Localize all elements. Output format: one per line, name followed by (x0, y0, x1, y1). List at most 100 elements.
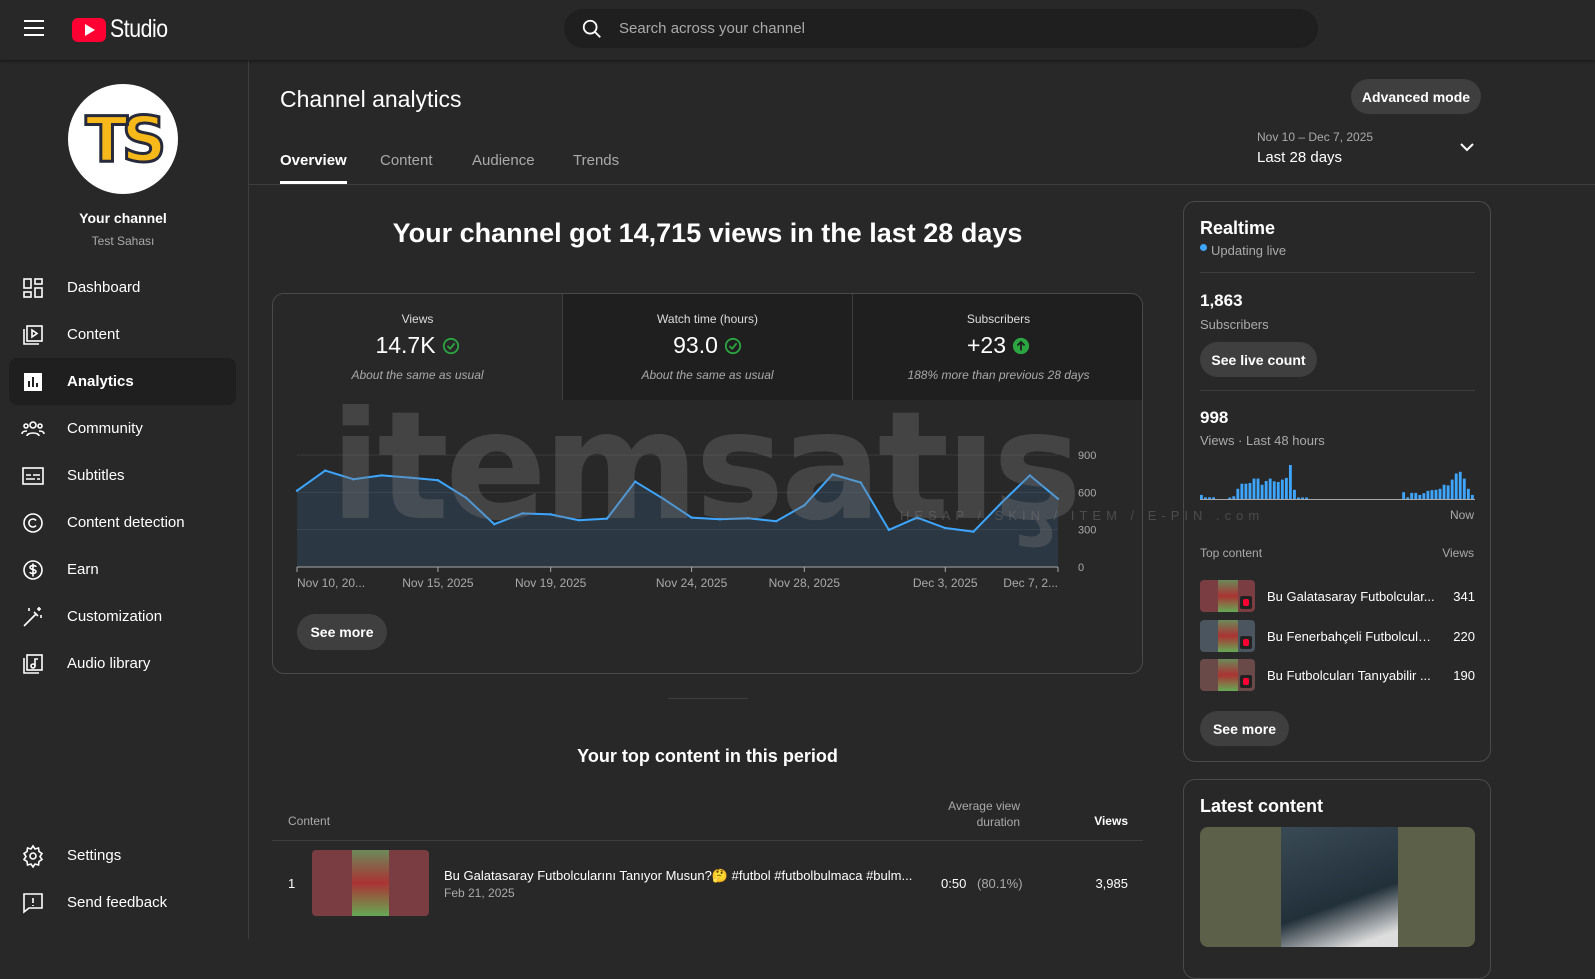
series-line (296, 469, 1059, 533)
realtime-see-more-button[interactable]: See more (1200, 711, 1289, 746)
realtime-bar (1256, 478, 1260, 499)
views-column-label: Views (1442, 546, 1474, 560)
realtime-card: Realtime Updating live 1,863 Subscribers… (1183, 201, 1491, 762)
search-input[interactable] (619, 20, 1219, 37)
realtime-bar (1200, 494, 1203, 499)
realtime-views: 998 (1200, 408, 1229, 427)
data-point (352, 478, 355, 481)
see-live-count-button[interactable]: See live count (1200, 342, 1317, 377)
divider (1200, 272, 1475, 273)
divider (668, 698, 748, 699)
x-tick-label: Nov 19, 2025 (515, 576, 587, 590)
realtime-views-label: Views · Last 48 hours (1200, 433, 1325, 448)
data-point (493, 522, 496, 526)
tab-trends[interactable]: Trends (573, 152, 620, 169)
realtime-bar (1240, 483, 1244, 499)
hamburger-menu-icon[interactable] (24, 20, 44, 36)
row-views: 3,985 (1095, 876, 1128, 891)
overview-chart-card: Views 14.7K About the same as usual Watch … (272, 293, 1143, 674)
sidebar-item-send-feedback[interactable]: Send feedback (9, 879, 236, 926)
tab-audience[interactable]: Audience (472, 152, 535, 169)
data-point (831, 473, 834, 476)
sidebar-item-subtitles[interactable]: Subtitles (9, 452, 236, 499)
views-line-chart: 0 300 600 900 Nov 10, 20... Nov 15, 2025 Nov 1… (295, 450, 1096, 590)
realtime-bar (1236, 488, 1240, 499)
realtime-bar (1228, 497, 1232, 499)
analytics-icon (24, 372, 42, 391)
see-more-button[interactable]: See more (297, 614, 387, 650)
data-point (690, 516, 693, 519)
table-divider (272, 840, 1143, 841)
sidebar-item-dashboard[interactable]: Dashboard (9, 264, 236, 311)
x-tick-label: Dec 3, 2025 (913, 576, 978, 590)
top-content-title: Your top content in this period (577, 746, 838, 766)
data-point (915, 516, 919, 519)
realtime-bar (1293, 489, 1296, 499)
search-bar[interactable] (564, 9, 1318, 48)
video-date: Feb 21, 2025 (444, 886, 515, 900)
metric-views[interactable]: Views 14.7K About the same as usual (273, 294, 563, 400)
content-icon (23, 324, 43, 345)
channel-name: Test Sahası (91, 234, 155, 248)
list-item[interactable]: Bu Galatasaray Futbolcular... 341 (1200, 580, 1475, 612)
data-point (1028, 474, 1032, 477)
metric-watch-time[interactable]: Watch time (hours) 93.0 About the same as … (563, 294, 853, 400)
magic-wand-icon (23, 606, 42, 627)
date-range-picker[interactable]: Nov 10 – Dec 7, 2025 Last 28 days (1257, 130, 1474, 166)
video-title[interactable]: Bu Galatasaray Futbolcularını Tanıyor Mu… (444, 868, 913, 883)
tab-overview[interactable]: Overview (280, 152, 347, 184)
realtime-bar (1272, 481, 1276, 499)
y-tick-label: 900 (1078, 450, 1096, 462)
data-point (1056, 497, 1060, 501)
data-point (380, 474, 383, 477)
gear-icon (22, 844, 44, 868)
video-thumbnail (1200, 659, 1255, 691)
realtime-bar (1260, 484, 1264, 499)
dashboard-icon (23, 277, 43, 298)
latest-video-thumbnail[interactable] (1200, 827, 1475, 947)
realtime-bar-chart (1200, 465, 1475, 500)
video-thumbnail[interactable] (312, 850, 429, 916)
sidebar-item-earn[interactable]: Earn (9, 546, 236, 593)
metric-subscribers[interactable]: Subscribers +23 188% more than previous 28… (853, 294, 1142, 400)
copyright-icon (23, 512, 43, 533)
channel-avatar[interactable]: TS (68, 84, 178, 194)
sidebar-item-content-detection[interactable]: Content detection (9, 499, 236, 546)
realtime-bar (1426, 490, 1430, 499)
data-point (1000, 501, 1003, 504)
advanced-mode-button[interactable]: Advanced mode (1351, 79, 1481, 114)
column-header-views[interactable]: Views (1094, 814, 1128, 828)
realtime-bar (1288, 465, 1292, 499)
shorts-icon (1240, 636, 1252, 649)
page-title: Channel analytics (280, 86, 462, 112)
sidebar-item-settings[interactable]: Settings (9, 832, 236, 879)
data-point (408, 476, 411, 479)
sidebar-item-analytics[interactable]: Analytics (9, 358, 236, 405)
realtime-bar (1284, 477, 1288, 499)
sidebar-item-community[interactable]: Community (9, 405, 236, 452)
realtime-bar (1414, 492, 1418, 499)
top-content-label: Top content (1200, 546, 1263, 560)
list-item[interactable]: Bu Futbolcuları Tanıyabilir ... 190 (1200, 659, 1475, 691)
realtime-bar (1204, 497, 1207, 499)
now-label: Now (1449, 508, 1474, 522)
realtime-bar (1305, 497, 1308, 499)
studio-logo[interactable]: Studio (72, 15, 178, 44)
list-item[interactable]: Bu Fenerbahçeli Futbolcula... 220 (1200, 620, 1475, 652)
data-point (323, 469, 327, 472)
realtime-bar (1244, 483, 1248, 499)
data-point (634, 480, 637, 483)
tab-content[interactable]: Content (380, 152, 433, 169)
search-icon (582, 19, 601, 38)
shorts-icon (1240, 675, 1252, 688)
sidebar-item-customization[interactable]: Customization (9, 593, 236, 640)
realtime-bar (1402, 492, 1406, 499)
data-point (718, 518, 721, 521)
latest-content-card: Latest content (1183, 779, 1491, 979)
sidebar-item-audio-library[interactable]: Audio library (9, 640, 236, 687)
avg-duration: 0:50 (941, 876, 967, 891)
column-header-avg-duration[interactable]: Average view duration (948, 799, 1020, 829)
sidebar-item-content[interactable]: Content (9, 311, 236, 358)
data-point (944, 526, 947, 530)
data-point (464, 496, 468, 500)
